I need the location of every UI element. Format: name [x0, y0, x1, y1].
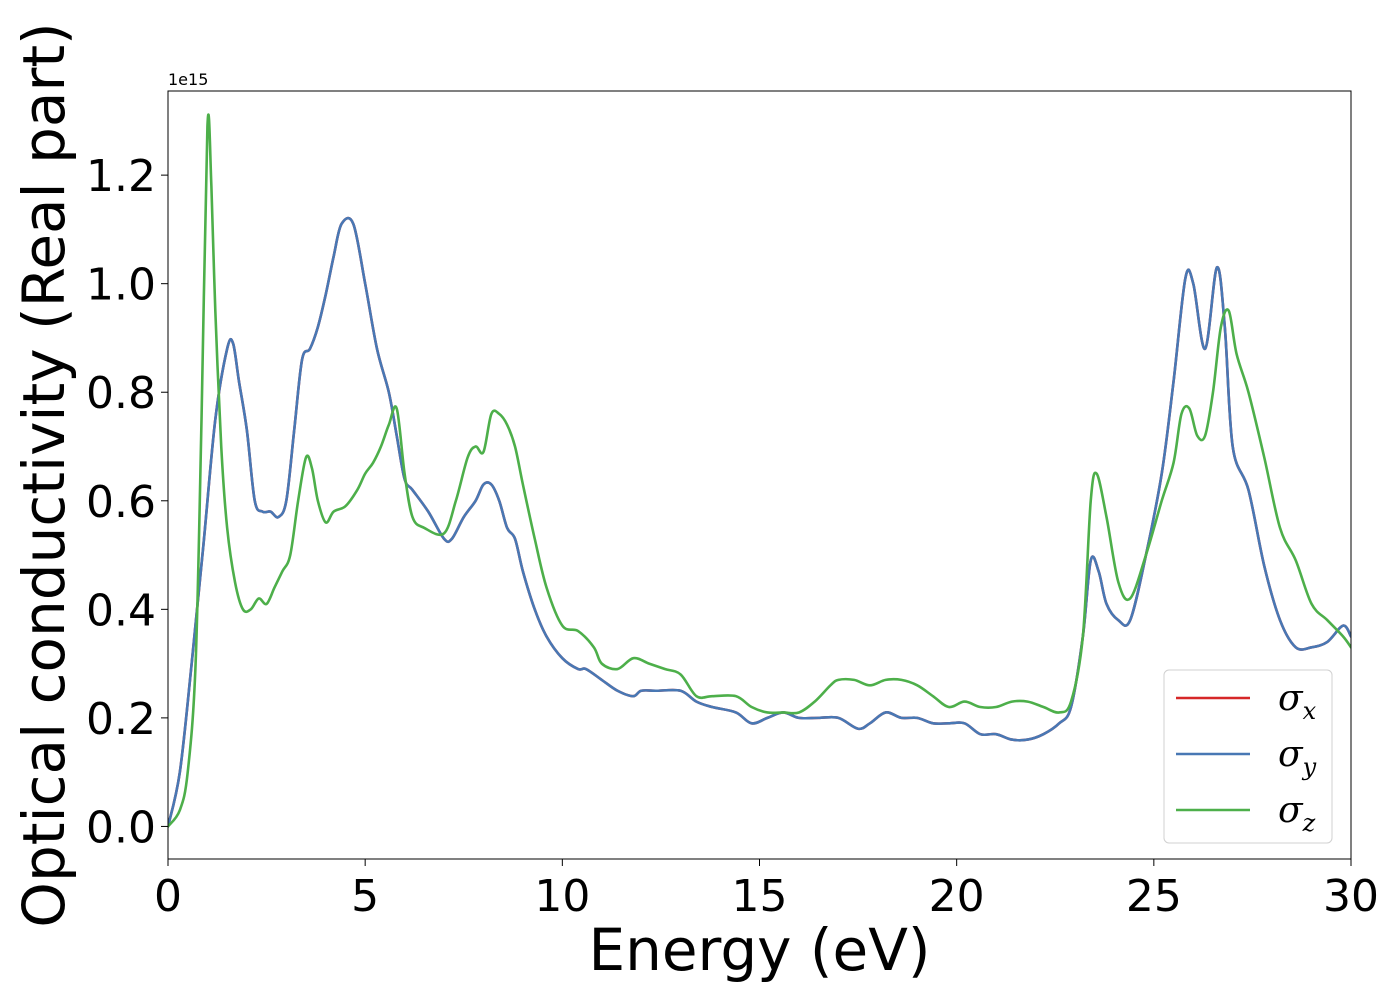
- series-line-y: [168, 216, 1351, 828]
- x-axis: 0 5 10 15 20 25 30: [154, 859, 1379, 922]
- y-tick-label: 0.6: [86, 477, 156, 528]
- x-tick-label: 10: [534, 871, 590, 922]
- y-axis-label: Optical conductivity (Real part): [10, 22, 78, 927]
- x-axis-label: Energy (eV): [588, 916, 930, 984]
- legend-label: σz: [1278, 790, 1316, 837]
- series-line-z: [168, 113, 1351, 828]
- legend-box: [1163, 669, 1333, 844]
- y-tick-label: 0.2: [86, 694, 156, 745]
- x-tick-label: 30: [1323, 871, 1379, 922]
- x-tick-label: 5: [351, 871, 379, 922]
- legend: σx σy σz: [1163, 669, 1333, 844]
- y-tick-label: 0.4: [86, 585, 156, 636]
- legend-item-z: σz: [1176, 790, 1316, 837]
- legend-item-y: σy: [1176, 734, 1317, 781]
- y-offset-text: 1e15: [168, 70, 208, 89]
- x-tick-label: 15: [732, 871, 788, 922]
- y-tick-label: 1.0: [86, 260, 156, 311]
- plot-lines: [168, 113, 1351, 828]
- x-tick-label: 25: [1126, 871, 1182, 922]
- legend-item-x: σx: [1176, 678, 1317, 725]
- legend-label: σy: [1278, 734, 1317, 781]
- legend-label: σx: [1278, 678, 1317, 725]
- y-tick-label: 1.2: [86, 151, 156, 202]
- y-tick-label: 0.0: [86, 802, 156, 853]
- y-tick-label: 0.8: [86, 368, 156, 419]
- x-tick-label: 20: [929, 871, 985, 922]
- y-axis: 0.0 0.2 0.4 0.6 0.8 1.0 1.2: [86, 151, 168, 853]
- x-tick-label: 0: [154, 871, 182, 922]
